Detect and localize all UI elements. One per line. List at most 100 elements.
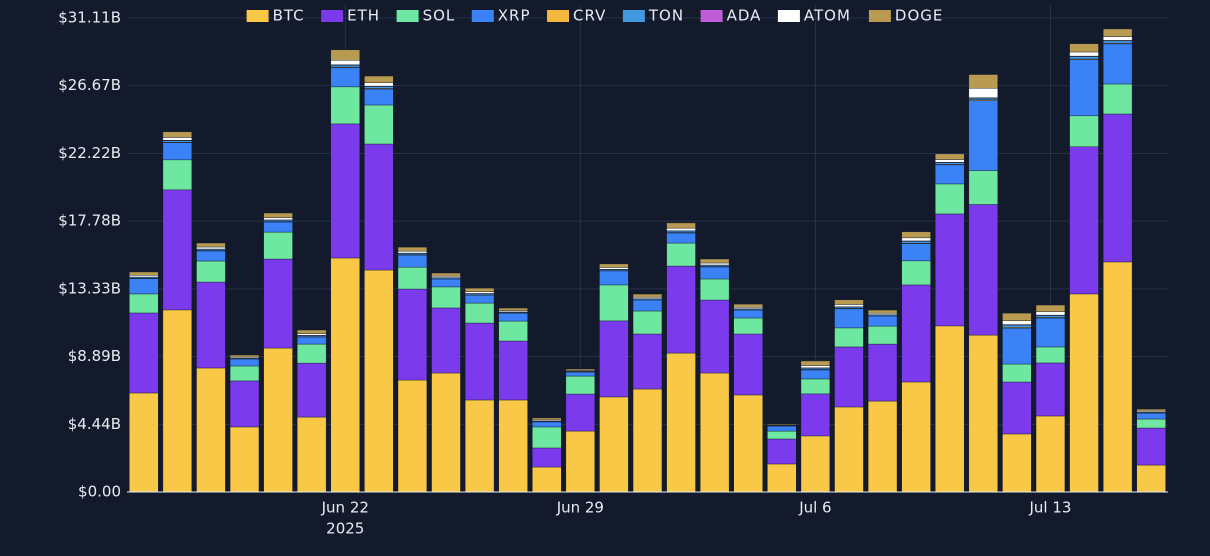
bar-segment [162,142,193,161]
x-tick-label: Jul 6 [798,499,831,517]
bar-segment [632,293,663,298]
bar-segment [364,269,394,493]
y-tick-label: $17.78B [58,212,121,230]
bar-segment [901,237,931,242]
bar-segment [196,242,226,248]
bar-segment [162,131,193,138]
bar-segment [196,250,226,262]
bar-segment [767,430,797,440]
y-tick-label: $13.33B [58,279,121,297]
bar-segment [1002,320,1032,325]
bar-segment [263,231,293,260]
bar-segment [968,74,998,89]
bar-segment [700,262,730,266]
legend-label: SOL [423,7,456,25]
bar-segment [632,333,663,390]
legend-label: ETH [347,7,380,25]
bar-segment [129,278,159,295]
bar-segment [834,406,864,493]
bar-segment [666,230,696,233]
bar-segment [767,423,797,426]
bar-segment [431,275,461,278]
bar-segment [968,98,998,101]
bar-segment [464,302,495,324]
bar-segment [229,380,260,428]
legend-swatch [321,10,344,22]
bar-segment [464,294,495,304]
bar-segment [700,372,730,493]
bar-segment [1102,113,1133,263]
bar-segment [1136,464,1166,493]
bar-segment [800,378,831,395]
bar-segment [700,258,730,264]
bar-segment [632,296,663,299]
bar-segment [767,438,797,465]
bar-segment [129,293,159,314]
legend-swatch [777,10,800,22]
bar-segment [162,140,193,143]
bar-segment [1002,327,1032,365]
bar-segment [1002,312,1032,321]
bar-segment [431,372,461,493]
bar-segment [431,286,461,309]
bar-segment [330,67,360,88]
bar-segment [1002,433,1032,493]
bar-segment [867,400,898,493]
bar-segment [364,88,394,106]
bar-segment [330,49,360,61]
bar-segment [1069,293,1099,493]
bar-segment [1035,315,1066,318]
x-tick-label: Jun 22 [321,499,369,517]
bar-segment [733,333,763,396]
bar-segment [666,227,696,231]
bar-segment [867,343,898,402]
bar-segment [397,246,428,252]
bar-segment [1069,59,1099,117]
bar-segment [733,303,763,308]
bar-segment [935,183,965,215]
x-tick-label: Jun 29 [556,499,604,517]
legend-swatch [547,10,570,22]
bar-segment [666,232,696,244]
legend-label: XRP [498,7,531,25]
bar-segment [397,250,428,254]
bar-segment [632,299,663,312]
bar-segment [532,426,562,449]
bar-segment [263,221,293,233]
bar-segment [162,137,193,141]
bar-segment [1069,56,1099,60]
bar-segment [1136,408,1166,412]
legend-label: DOGE [895,7,943,25]
bar-segment [196,281,226,369]
legend-label: BTC [273,7,305,25]
bar-segment [364,104,394,145]
bar-segment [330,86,360,125]
bar-segment [498,307,528,311]
bar-segment [901,260,931,286]
bar-segment [599,267,629,270]
bar-segment [733,306,763,309]
bar-segment [464,287,495,292]
bar-segment [1002,381,1032,435]
bar-segment [565,393,595,432]
bar-segment [498,312,528,322]
bar-segment [1002,363,1032,383]
bar-segment [1102,36,1133,41]
bar-segment [129,275,159,278]
bar-segment [800,360,831,366]
y-tick-label: $31.11B [58,9,121,27]
bar-segment [666,242,696,267]
bar-segment [767,463,797,493]
bar-segment [867,315,898,327]
bar-segment [431,272,461,277]
bar-segment [834,304,864,307]
bar-segment [834,327,864,348]
bar-segment [1069,51,1099,57]
bar-segment [330,123,360,259]
bar-segment [229,365,260,382]
bar-segment [1035,311,1066,316]
bar-segment [1069,43,1099,53]
bar-segment [800,365,831,369]
bar-segment [565,371,595,377]
bar-segment [364,75,394,83]
